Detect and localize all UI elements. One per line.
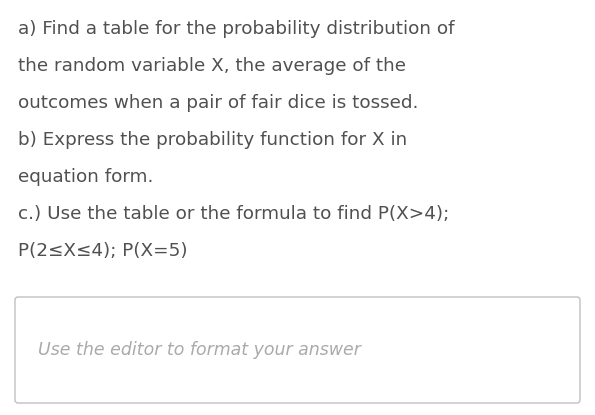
Text: a) Find a table for the probability distribution of: a) Find a table for the probability dist…	[18, 20, 455, 38]
Text: the random variable X, the average of the: the random variable X, the average of th…	[18, 57, 406, 75]
FancyBboxPatch shape	[15, 297, 580, 403]
Text: P(2≤X≤4); P(X=5): P(2≤X≤4); P(X=5)	[18, 242, 187, 260]
Text: Use the editor to format your answer: Use the editor to format your answer	[38, 341, 361, 359]
Text: equation form.: equation form.	[18, 168, 154, 186]
Text: c.) Use the table or the formula to find P(X>4);: c.) Use the table or the formula to find…	[18, 205, 449, 223]
Text: b) Express the probability function for X in: b) Express the probability function for …	[18, 131, 407, 149]
Text: outcomes when a pair of fair dice is tossed.: outcomes when a pair of fair dice is tos…	[18, 94, 418, 112]
